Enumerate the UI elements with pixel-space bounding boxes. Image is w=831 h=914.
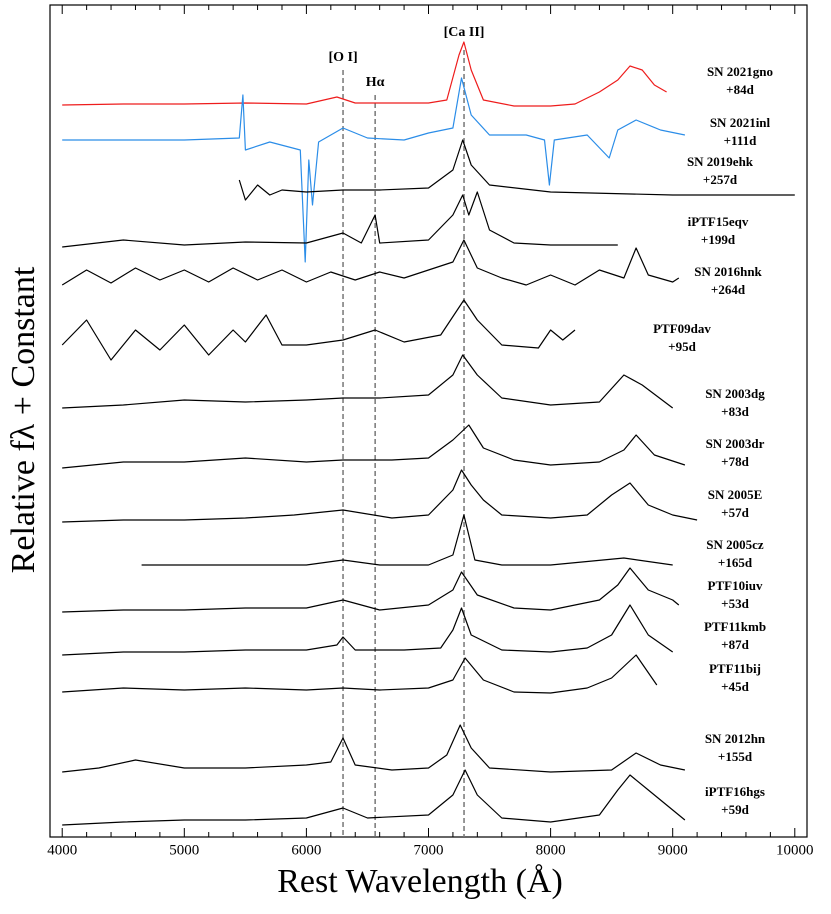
series-phase: +155d (718, 749, 753, 764)
series-name: iPTF15eqv (688, 214, 749, 229)
series-phase: +165d (718, 555, 753, 570)
x-tick-label: 8000 (536, 842, 566, 858)
x-tick-label: 7000 (414, 842, 444, 858)
series-name: iPTF16hgs (705, 784, 765, 799)
series-name: SN 2012hn (705, 731, 766, 746)
spectrum (62, 469, 698, 523)
x-axis-label: Rest Wavelength (Å) (277, 863, 563, 900)
series-phase: +83d (721, 404, 749, 419)
spectrum (62, 354, 674, 409)
spectrum (62, 769, 686, 826)
series-phase: +87d (721, 637, 749, 652)
spectrum (141, 514, 673, 566)
series-name: SN 2005cz (706, 537, 764, 552)
spectrum (62, 77, 686, 263)
series-name: PTF09dav (653, 321, 711, 336)
y-axis-label: Relative fλ + Constant (5, 266, 42, 573)
x-tick-label: 5000 (169, 842, 199, 858)
series-phase: +257d (703, 172, 738, 187)
spectrum (62, 191, 618, 248)
series-phase: +111d (724, 133, 757, 148)
series-name: SN 2021gno (707, 64, 773, 79)
series-name: SN 2005E (708, 487, 763, 502)
series-phase: +264d (711, 282, 746, 297)
series-phase: +95d (668, 339, 696, 354)
reference-label: [Ca II] (444, 25, 485, 40)
x-tick-label: 6000 (291, 842, 321, 858)
series-name: PTF11bij (709, 661, 761, 676)
series-phase: +84d (726, 82, 754, 97)
plot-frame (49, 4, 808, 838)
reference-label: Hα (366, 75, 385, 90)
x-tick-label: 4000 (47, 842, 77, 858)
series-name: SN 2016hnk (694, 264, 762, 279)
series-name: PTF10iuv (708, 578, 763, 593)
series-name: PTF11kmb (704, 619, 766, 634)
series-phase: +59d (721, 802, 749, 817)
series-phase: +199d (701, 232, 736, 247)
spectrum (62, 567, 680, 613)
series-name: SN 2019ehk (687, 154, 754, 169)
series-phase: +57d (721, 505, 749, 520)
series-name: SN 2003dr (706, 436, 765, 451)
spectrum (238, 139, 795, 201)
spectrum (61, 239, 680, 286)
spectrum (62, 654, 658, 694)
x-tick-label: 9000 (658, 842, 688, 858)
spectrum (62, 424, 686, 469)
series-name: SN 2021inl (710, 115, 771, 130)
x-tick-label: 10000 (776, 842, 814, 858)
series-phase: +78d (721, 454, 749, 469)
series-phase: +53d (721, 596, 749, 611)
reference-label: [O I] (328, 50, 357, 65)
spectrum (62, 41, 667, 107)
spectrum (62, 604, 674, 656)
spectrum (61, 299, 576, 361)
series-name: SN 2003dg (705, 386, 765, 401)
spectrum (62, 724, 686, 773)
series-phase: +45d (721, 679, 749, 694)
